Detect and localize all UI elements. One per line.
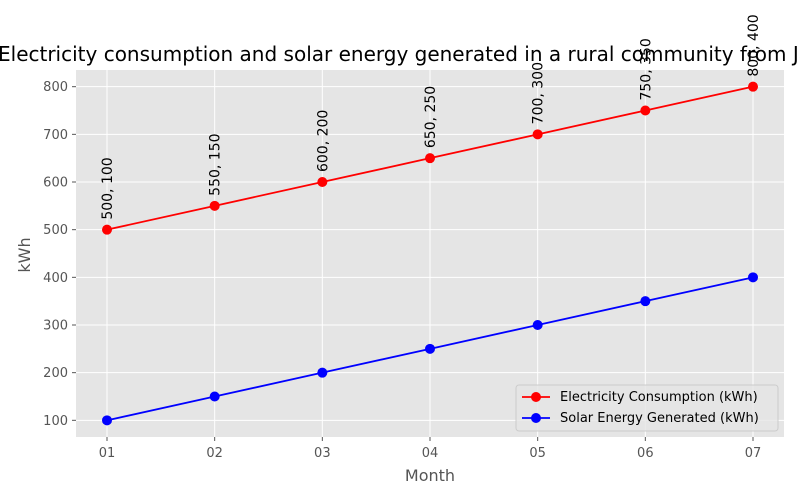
data-point	[532, 129, 543, 140]
point-annotation: 800, 400	[746, 14, 762, 76]
y-tick-label: 500	[43, 223, 68, 238]
x-axis-label: Month	[405, 466, 455, 485]
grid	[76, 70, 784, 437]
data-point	[209, 391, 220, 402]
x-tick-label: 04	[422, 446, 439, 461]
y-tick-label: 800	[43, 80, 68, 95]
y-tick-label: 300	[43, 318, 68, 333]
y-tick-label: 100	[43, 414, 68, 429]
point-annotation: 700, 300	[531, 62, 547, 124]
data-point	[209, 200, 220, 211]
series-layer	[102, 81, 758, 426]
data-point	[640, 105, 651, 116]
x-tick-label: 01	[99, 446, 116, 461]
axes: 01 02 03 04 05 06 07 100 200 300 400 500 600 700 800	[43, 80, 761, 461]
point-annotation: 650, 250	[423, 86, 439, 148]
x-tick-label: 07	[745, 446, 762, 461]
legend: Electricity Consumption (kWh) Solar Ener…	[515, 384, 779, 432]
x-tick-label: 05	[529, 446, 546, 461]
data-point	[102, 415, 112, 426]
data-point	[425, 153, 435, 164]
data-point	[532, 319, 543, 330]
data-point	[748, 272, 758, 283]
point-annotation: 750, 350	[638, 38, 654, 100]
x-tick-label: 06	[637, 446, 654, 461]
legend-marker-solar	[531, 413, 541, 423]
y-tick-label: 200	[43, 366, 68, 381]
legend-marker-electricity	[531, 392, 541, 402]
data-point	[317, 367, 328, 378]
y-tick-label: 600	[43, 176, 68, 191]
y-axis-label: kWh	[15, 237, 34, 272]
legend-box	[515, 384, 779, 432]
x-tick-label: 03	[314, 446, 331, 461]
y-tick-label: 700	[43, 128, 68, 143]
data-point	[317, 177, 328, 188]
y-tick-label: 400	[43, 271, 68, 286]
point-labels: 500, 100 550, 150 600, 200 650, 250 700, 300…	[100, 14, 762, 219]
legend-label-electricity: Electricity Consumption (kWh)	[560, 390, 758, 405]
data-point	[748, 81, 758, 92]
data-point	[102, 224, 112, 235]
chart-title: Electricity consumption and solar energy…	[0, 42, 800, 66]
point-annotation: 550, 150	[208, 133, 224, 195]
legend-label-solar: Solar Energy Generated (kWh)	[560, 411, 759, 426]
x-tick-label: 02	[206, 446, 223, 461]
data-point	[640, 296, 651, 307]
point-annotation: 600, 200	[315, 110, 331, 172]
point-annotation: 500, 100	[100, 157, 116, 219]
data-point	[425, 343, 435, 354]
